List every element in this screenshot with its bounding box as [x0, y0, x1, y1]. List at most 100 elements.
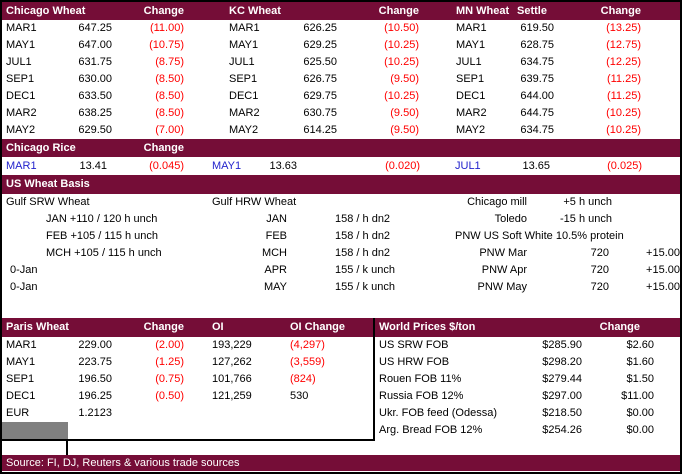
contract-label: EUR — [6, 407, 30, 419]
rice-change-header: Change — [143, 142, 184, 154]
settle-value: 626.25 — [303, 22, 337, 34]
oi-value — [212, 405, 290, 422]
mn-wheat-title: MN Wheat — [456, 5, 510, 17]
contract-label: DEC1 — [229, 90, 259, 102]
settle-value: 633.50 — [78, 90, 112, 102]
settle-value: 634.75 — [520, 56, 554, 68]
rice-row: MAR1 13.41 (0.045) MAY1 13.63 (0.020) JU… — [2, 157, 680, 175]
change-value: (10.75) — [149, 39, 184, 51]
change-value: (11.00) — [149, 22, 184, 34]
basis-month: MCH — [261, 247, 287, 259]
contract-label: JUL1 — [456, 56, 482, 68]
change-value: (1.25) — [155, 356, 184, 368]
basis-label: PNW Mar — [479, 247, 527, 259]
paris-title: Paris Wheat — [6, 321, 69, 333]
gap — [184, 20, 229, 37]
basis-value: 158 / h dn2 — [335, 213, 391, 225]
change-value: (8.50) — [155, 107, 184, 119]
contract-label: MAY1 — [6, 39, 36, 51]
basis-value: 720 — [590, 247, 609, 259]
gap — [654, 422, 680, 439]
contract-label: JUL1 — [455, 160, 481, 172]
paris-oi-change-header: OI Change — [290, 321, 346, 333]
world-change-header: Change — [599, 321, 640, 333]
mn-settle-header: Settle — [517, 5, 547, 17]
gap — [641, 88, 680, 105]
contract-label: MAR1 — [229, 22, 260, 34]
settle-value: 644.00 — [520, 90, 554, 102]
basis-value: 155 / k unch — [335, 281, 395, 293]
basis-value: FEB +105 / 115 h unch — [46, 230, 159, 242]
change-value: (0.025) — [607, 160, 642, 172]
basis-value: 720 — [590, 281, 609, 293]
change-value: (0.045) — [149, 160, 184, 172]
paris-row: SEP1 196.50 (0.75) 101,766 (824) — [2, 371, 373, 388]
gap — [641, 37, 680, 54]
futures-row: MAY1 647.00 (10.75) MAY1 629.25 (10.25) … — [2, 37, 680, 54]
price-value: $298.20 — [542, 356, 582, 368]
rice-title: Chicago Rice — [6, 142, 76, 154]
gap — [419, 37, 456, 54]
settle-value: 13.41 — [79, 160, 107, 172]
futures-row: MAR2 638.25 (8.50) MAR2 630.75 (9.50) MA… — [2, 105, 680, 122]
futures-header-row: Chicago Wheat Change KC Wheat Change MN … — [2, 2, 680, 20]
settle-value: 634.75 — [520, 124, 554, 136]
contract-label: MAY2 — [229, 124, 259, 136]
gap — [184, 405, 212, 422]
change-value: $11.00 — [621, 390, 654, 402]
settle-value: 13.65 — [522, 160, 550, 172]
contract-label: MAR1 — [6, 339, 37, 351]
change-value: (10.25) — [384, 39, 419, 51]
settle-value: 647.25 — [78, 22, 112, 34]
settle-value: 196.25 — [78, 390, 112, 402]
settle-value: 628.75 — [520, 39, 554, 51]
oi-value: 193,229 — [212, 339, 252, 351]
change-value — [112, 405, 184, 422]
contract-label: SEP1 — [229, 73, 258, 85]
gap — [420, 157, 455, 175]
section-gap — [2, 296, 680, 318]
gap — [654, 405, 680, 422]
contract-label: MAY1 — [212, 160, 242, 172]
gap — [184, 71, 229, 88]
basis-value: -15 h unch — [560, 213, 612, 225]
header-gap — [641, 2, 680, 20]
contract-label: MAR2 — [229, 107, 260, 119]
gap — [184, 88, 229, 105]
settle-value: 196.50 — [78, 373, 112, 385]
oi-change-value: (824) — [290, 373, 316, 385]
chicago-wheat-title: Chicago Wheat — [6, 5, 86, 17]
gap — [654, 388, 680, 405]
change-value: (10.25) — [384, 90, 419, 102]
basis-label: PNW US Soft White 10.5% protein — [455, 230, 624, 242]
settle-value: 639.75 — [520, 73, 554, 85]
change-value: (12.75) — [606, 39, 641, 51]
contract-label: DEC1 — [456, 90, 486, 102]
settle-value: 647.00 — [78, 39, 112, 51]
price-value: $297.00 — [542, 390, 582, 402]
market-label: Russia FOB 12% — [379, 390, 464, 402]
futures-row: MAY2 629.50 (7.00) MAY2 614.25 (9.50) MA… — [2, 122, 680, 139]
basis-month: MAY — [263, 281, 287, 293]
market-label: US SRW FOB — [379, 339, 449, 351]
footer-gap-cell — [2, 441, 68, 455]
oi-change-value: 530 — [290, 390, 309, 402]
contract-label: MAY1 — [229, 39, 259, 51]
basis-label: Toledo — [494, 213, 527, 225]
contract-label: DEC1 — [6, 90, 36, 102]
market-label: Arg. Bread FOB 12% — [379, 424, 483, 436]
contract-label: MAY1 — [6, 356, 36, 368]
change-value: (0.75) — [155, 373, 184, 385]
price-value: $285.90 — [542, 339, 582, 351]
contract-label: DEC1 — [6, 390, 36, 402]
settle-value: 626.75 — [303, 73, 337, 85]
change-value: (9.50) — [390, 107, 419, 119]
settle-value: 630.00 — [78, 73, 112, 85]
world-row: US SRW FOB $285.90 $2.60 — [375, 337, 680, 354]
gap — [184, 105, 229, 122]
gap — [419, 88, 456, 105]
settle-value: 629.25 — [303, 39, 337, 51]
gap — [641, 20, 680, 37]
contract-label: MAR1 — [6, 160, 37, 172]
gap — [184, 354, 212, 371]
